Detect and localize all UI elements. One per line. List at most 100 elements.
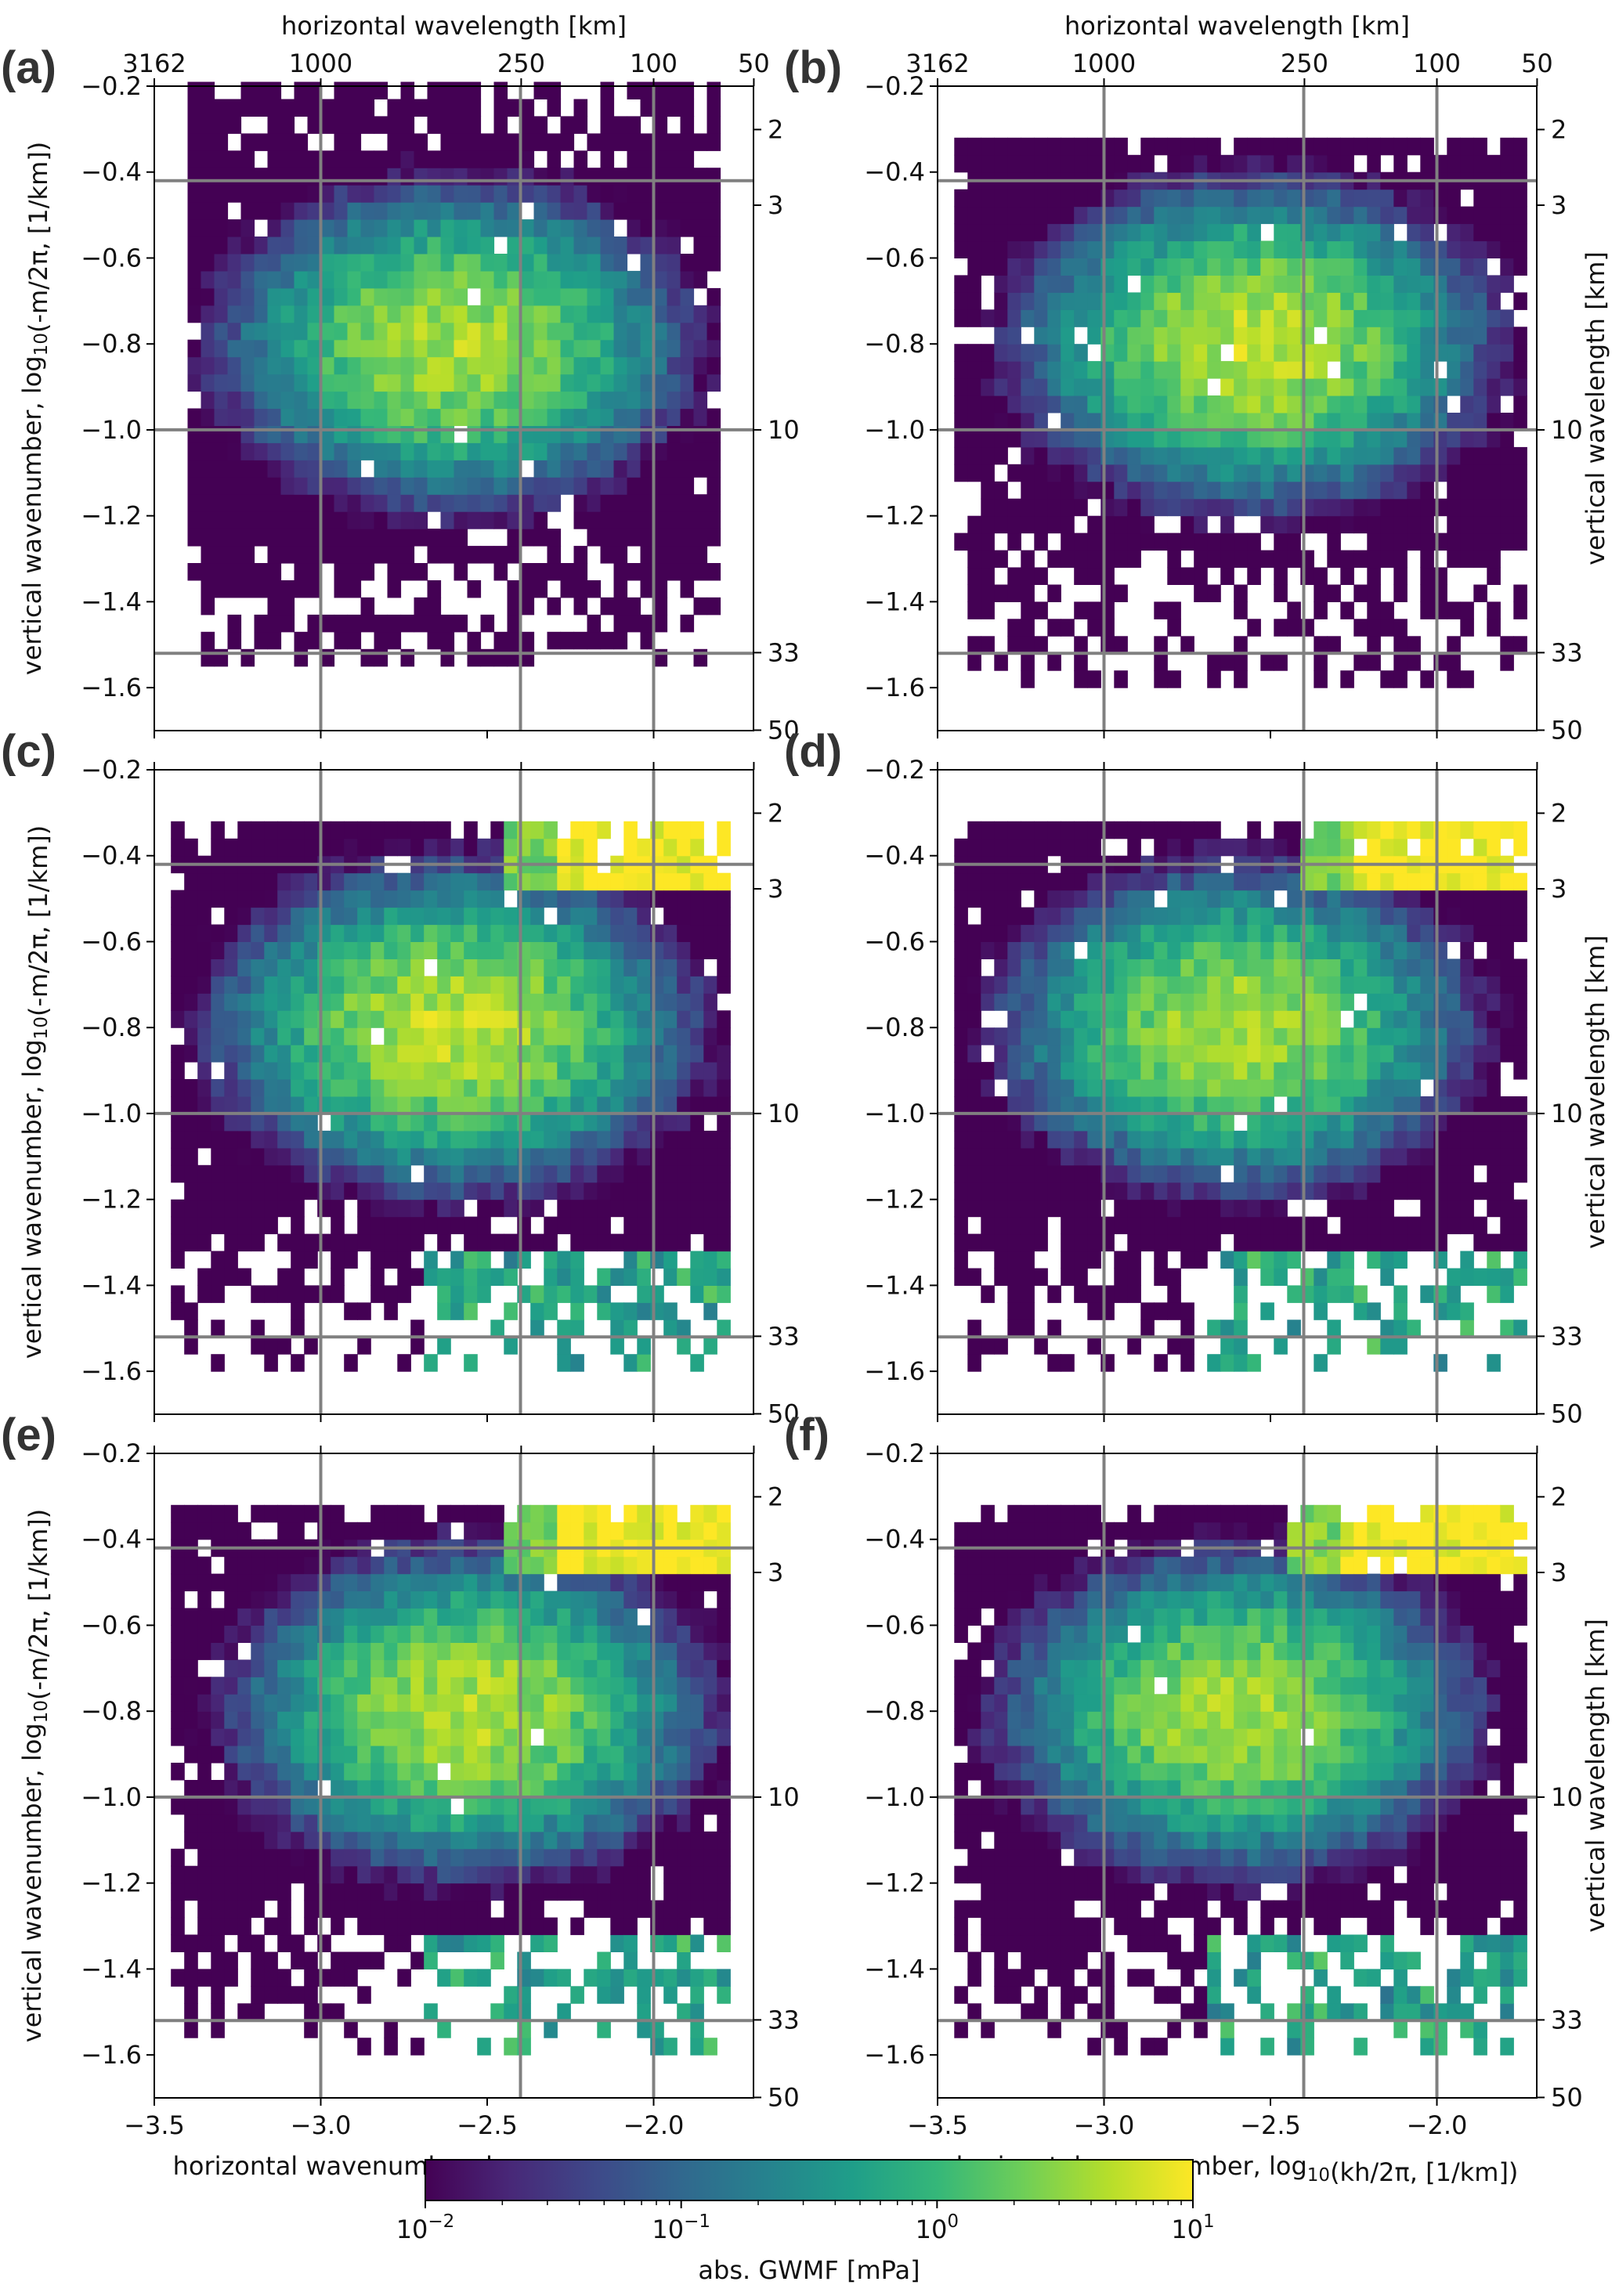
top-tick-label: 3162 [905, 49, 969, 78]
heatmap-cell [1487, 1182, 1501, 1200]
heatmap-cell [703, 1147, 717, 1166]
heatmap-cell [1314, 1027, 1328, 1045]
heatmap-cell [1314, 498, 1328, 517]
heatmap-cell [344, 1010, 358, 1028]
heatmap-cell [320, 442, 335, 460]
heatmap-cell [1353, 1285, 1368, 1303]
heatmap-cell [1327, 137, 1341, 156]
heatmap-cell [1353, 1045, 1368, 1063]
heatmap-cell [560, 442, 575, 460]
heatmap-cell [1140, 1010, 1155, 1028]
heatmap-cell [663, 1251, 678, 1269]
heatmap-cell [1380, 1233, 1394, 1252]
heatmap-cell [504, 907, 518, 926]
heatmap-cell [1460, 1216, 1474, 1235]
heatmap-cell [320, 236, 335, 255]
heatmap-cell [663, 1010, 678, 1028]
heatmap-cell [360, 81, 375, 99]
heatmap-cell [1140, 413, 1155, 431]
heatmap-cell [227, 99, 242, 117]
heatmap-cell [613, 202, 628, 220]
heatmap-cell [294, 305, 309, 323]
heatmap-cell [240, 563, 255, 581]
heatmap-cell [454, 185, 468, 203]
heatmap-cell [653, 322, 668, 341]
heatmap-cell [967, 154, 981, 173]
heatmap-cell [400, 356, 415, 375]
panel-a: −0.2−0.4−0.6−0.8−1.0−1.2−1.4−1.623103350… [1, 11, 800, 745]
heatmap-cell [1314, 1354, 1328, 1372]
heatmap-cell [171, 1285, 185, 1303]
heatmap-cell [437, 1010, 451, 1028]
heatmap-cell [480, 254, 495, 272]
heatmap-cell [981, 1027, 995, 1045]
heatmap-cell [520, 631, 535, 650]
heatmap-cell [251, 1969, 265, 1987]
heatmap-cell [264, 1045, 278, 1063]
heatmap-cell [1380, 890, 1394, 908]
heatmap-cell [1021, 1268, 1035, 1286]
heatmap-cell [224, 1745, 238, 1764]
heatmap-cell [437, 1182, 451, 1200]
heatmap-cell [613, 391, 628, 410]
heatmap-cell [680, 425, 695, 443]
heatmap-cell [493, 202, 508, 220]
heatmap-cell [640, 99, 655, 117]
heatmap-cell [1087, 1079, 1101, 1097]
heatmap-cell [227, 494, 242, 512]
heatmap-cell [1234, 275, 1248, 293]
heatmap-cell [251, 1677, 265, 1695]
heatmap-cell [1180, 941, 1194, 959]
heatmap-cell [573, 442, 588, 460]
heatmap-cell [1473, 958, 1487, 977]
heatmap-cell [307, 168, 322, 186]
heatmap-cell [994, 327, 1008, 345]
heatmap-cell [981, 941, 995, 959]
heatmap-cell [477, 1199, 491, 1218]
heatmap-cell [967, 515, 981, 534]
heatmap-cell [1154, 1147, 1168, 1166]
heatmap-cell [277, 941, 291, 959]
heatmap-cell [690, 1096, 704, 1114]
heatmap-cell [1140, 976, 1155, 994]
heatmap-cell [1473, 258, 1487, 276]
heatmap-cell [387, 202, 402, 220]
heatmap-cell [187, 460, 202, 478]
heatmap-cell [1380, 872, 1394, 891]
heatmap-cell [1047, 1010, 1061, 1028]
top-tick-label: 50 [738, 49, 770, 78]
heatmap-cell [414, 219, 428, 237]
heatmap-cell [267, 391, 282, 410]
heatmap-cell [1087, 481, 1101, 500]
heatmap-cell [1180, 189, 1194, 208]
heatmap-cell [1367, 1079, 1381, 1097]
heatmap-cell [440, 236, 455, 255]
heatmap-cell [1487, 344, 1501, 362]
heatmap-cell [237, 1556, 251, 1575]
heatmap-cell [171, 1694, 185, 1712]
heatmap-cell [1487, 378, 1501, 396]
heatmap-cell [530, 1045, 544, 1063]
heatmap-cell [1314, 223, 1328, 242]
heatmap-cell [640, 339, 655, 358]
heatmap-cell [1287, 481, 1301, 500]
heatmap-cell [480, 287, 495, 306]
heatmap-cell [1074, 1096, 1088, 1114]
heatmap-cell [504, 1147, 518, 1166]
heatmap-cell [1034, 481, 1048, 500]
heatmap-cell [1447, 240, 1461, 258]
heatmap-cell [171, 1608, 185, 1626]
heatmap-cell [1087, 1302, 1101, 1320]
heatmap-cell [1194, 498, 1208, 517]
heatmap-cell [994, 429, 1008, 448]
heatmap-cell [627, 116, 641, 134]
heatmap-cell [357, 1147, 371, 1166]
heatmap-cell [1114, 670, 1128, 688]
heatmap-cell [187, 270, 202, 289]
heatmap-cell [1234, 636, 1248, 654]
heatmap-cell [1340, 838, 1354, 857]
heatmap-cell [1207, 189, 1221, 208]
heatmap-cell [1247, 1233, 1261, 1252]
heatmap-cell [1447, 413, 1461, 431]
heatmap-cell [277, 924, 291, 942]
